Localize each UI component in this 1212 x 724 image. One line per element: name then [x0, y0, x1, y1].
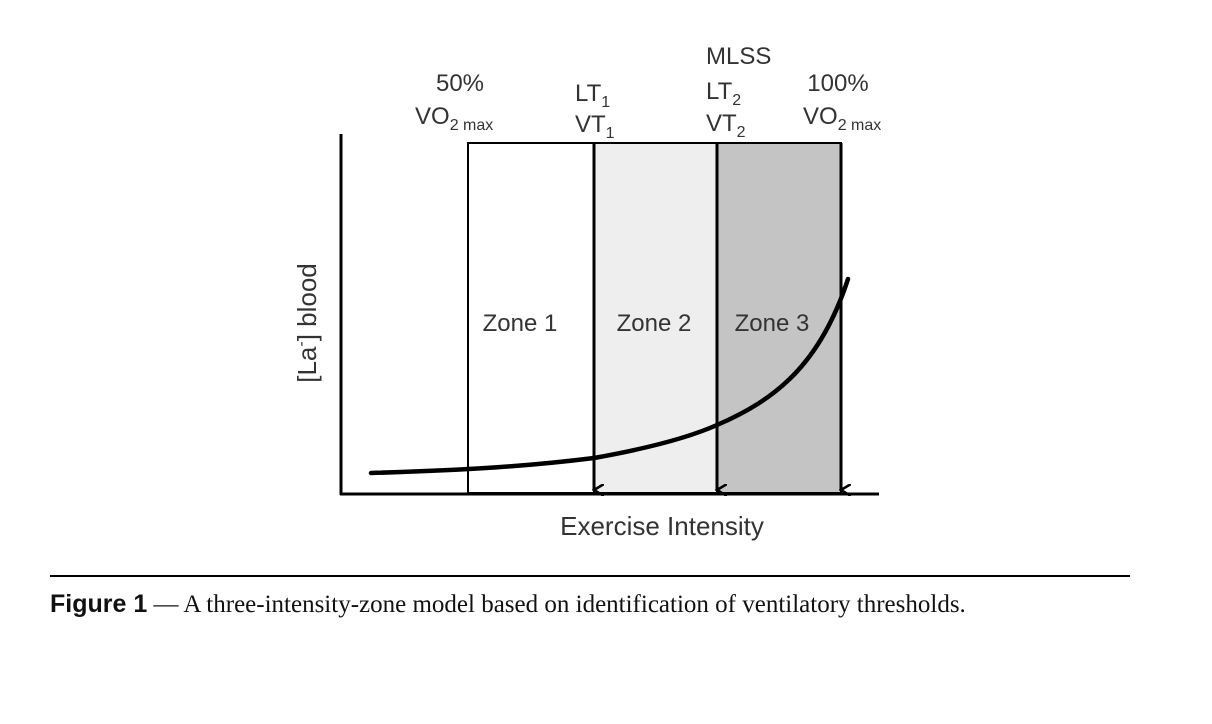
x-axis-label: Exercise Intensity	[560, 511, 764, 541]
caption-text: — A three-intensity-zone model based on …	[147, 591, 966, 618]
vo2-50-label: VO2 max	[415, 103, 493, 134]
zone-3-label: Zone 3	[735, 310, 810, 337]
caption-divider	[50, 575, 1130, 577]
vo2-50-pct-label: 50%	[436, 70, 484, 97]
zone-3-region	[716, 142, 842, 494]
lactate-curve	[368, 276, 851, 476]
vo2-100-label: VO2 max	[803, 103, 881, 134]
mlss-label: MLSS	[706, 43, 771, 70]
vt2-label: VT2	[706, 110, 746, 141]
lt2-label: LT2	[706, 78, 741, 109]
vo2-100-pct-label: 100%	[807, 70, 868, 97]
figure-number: Figure 1	[50, 590, 148, 618]
zone-1-label: Zone 1	[483, 310, 558, 337]
y-axis-label: [La-] blood	[292, 263, 322, 383]
lt1-label: LT1	[575, 80, 610, 111]
zone-1-region	[467, 142, 595, 494]
vt1-label: VT1	[575, 111, 615, 142]
figure-caption: Figure 1 — A three-intensity-zone model …	[50, 590, 1160, 619]
zone-2-label: Zone 2	[617, 310, 692, 337]
